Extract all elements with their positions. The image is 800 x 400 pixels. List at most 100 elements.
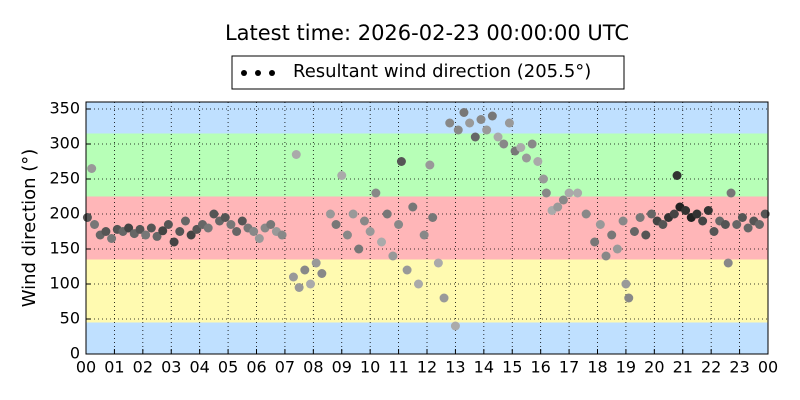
data-point xyxy=(692,209,702,219)
data-point xyxy=(146,223,156,233)
data-point xyxy=(482,125,492,135)
data-point xyxy=(135,224,145,234)
data-point xyxy=(107,234,117,243)
y-tick-label: 300 xyxy=(49,134,80,153)
y-tick-label: 350 xyxy=(49,99,80,118)
data-point xyxy=(254,234,264,243)
data-point xyxy=(175,227,185,236)
data-point xyxy=(732,220,742,229)
data-point xyxy=(180,216,190,226)
data-point xyxy=(288,272,298,282)
data-point xyxy=(743,223,753,233)
data-point xyxy=(226,220,236,229)
data-point xyxy=(354,244,364,254)
x-tick-label: 02 xyxy=(133,358,153,377)
data-point xyxy=(624,293,634,303)
x-tick-label: 17 xyxy=(559,358,579,377)
data-point xyxy=(419,230,429,240)
data-point xyxy=(516,143,526,152)
x-tick-label: 08 xyxy=(303,358,323,377)
data-point xyxy=(470,132,480,142)
x-tick-label: 13 xyxy=(445,358,465,377)
plot-area: 00 01 02 03 04 05 06 07 08 09 10 11 12 13 14 15 16 17 18 19… xyxy=(49,99,778,377)
data-point xyxy=(141,230,151,240)
data-point xyxy=(726,188,736,198)
data-point xyxy=(573,188,583,198)
data-point xyxy=(158,226,168,236)
data-point xyxy=(277,230,287,240)
y-axis-label: Wind direction (°) xyxy=(19,149,40,308)
data-point xyxy=(152,231,162,241)
legend xyxy=(231,55,625,90)
scatter-series xyxy=(82,108,770,331)
data-point xyxy=(527,139,537,149)
y-tick-label: 0 xyxy=(70,344,80,363)
x-tick-label: 10 xyxy=(360,358,380,377)
data-point xyxy=(87,164,97,173)
x-tick-label: 11 xyxy=(388,358,408,377)
data-point xyxy=(439,293,449,303)
data-point xyxy=(163,220,173,229)
data-point xyxy=(413,279,423,289)
data-point xyxy=(101,227,111,236)
data-point xyxy=(601,251,611,261)
x-tick-label: 21 xyxy=(673,358,693,377)
data-point xyxy=(305,279,315,289)
data-point xyxy=(590,237,600,247)
x-tick-label: 03 xyxy=(161,358,181,377)
data-point xyxy=(621,279,631,289)
x-tick-label: 05 xyxy=(218,358,238,377)
data-point xyxy=(232,227,242,236)
data-point xyxy=(737,213,747,222)
y-tick-label: 150 xyxy=(49,239,80,258)
data-point xyxy=(82,213,92,222)
data-point xyxy=(450,321,460,331)
data-point xyxy=(266,220,276,229)
plot-frame xyxy=(85,101,769,355)
x-tick-label: 16 xyxy=(530,358,550,377)
data-point xyxy=(541,188,551,198)
data-point xyxy=(635,213,645,222)
data-point xyxy=(396,157,406,166)
data-point xyxy=(124,223,134,233)
x-tick-label: 00 xyxy=(76,358,96,377)
data-point xyxy=(669,209,679,219)
data-point xyxy=(359,216,369,226)
direction-band xyxy=(86,102,768,134)
data-point xyxy=(618,216,628,226)
data-point xyxy=(402,265,412,275)
data-point xyxy=(720,220,730,229)
x-tick-label: 09 xyxy=(332,358,352,377)
x-tick-label: 12 xyxy=(417,358,437,377)
data-point xyxy=(408,202,418,212)
data-point xyxy=(209,209,219,219)
data-point xyxy=(703,206,713,215)
data-point xyxy=(658,220,668,229)
data-point xyxy=(331,220,341,229)
data-point xyxy=(394,220,404,229)
data-point xyxy=(487,111,497,121)
data-point xyxy=(533,157,543,166)
data-point xyxy=(342,230,352,240)
x-tick-label: 18 xyxy=(587,358,607,377)
data-point xyxy=(203,223,213,233)
x-tick-label: 23 xyxy=(729,358,749,377)
data-point xyxy=(476,115,486,124)
data-point xyxy=(428,213,438,222)
data-point xyxy=(521,153,531,163)
data-point xyxy=(558,195,568,205)
legend-marker xyxy=(269,70,275,76)
data-point xyxy=(499,139,509,149)
data-point xyxy=(249,227,259,236)
data-point xyxy=(294,283,304,292)
data-point xyxy=(646,209,656,219)
data-point xyxy=(641,230,651,240)
legend-marker xyxy=(255,70,261,76)
data-point xyxy=(337,171,347,180)
data-point xyxy=(672,171,682,180)
y-tick-label: 200 xyxy=(49,204,80,223)
legend-label: Resultant wind direction (205.5°) xyxy=(293,61,591,82)
data-point xyxy=(348,209,358,219)
data-point xyxy=(698,216,708,226)
